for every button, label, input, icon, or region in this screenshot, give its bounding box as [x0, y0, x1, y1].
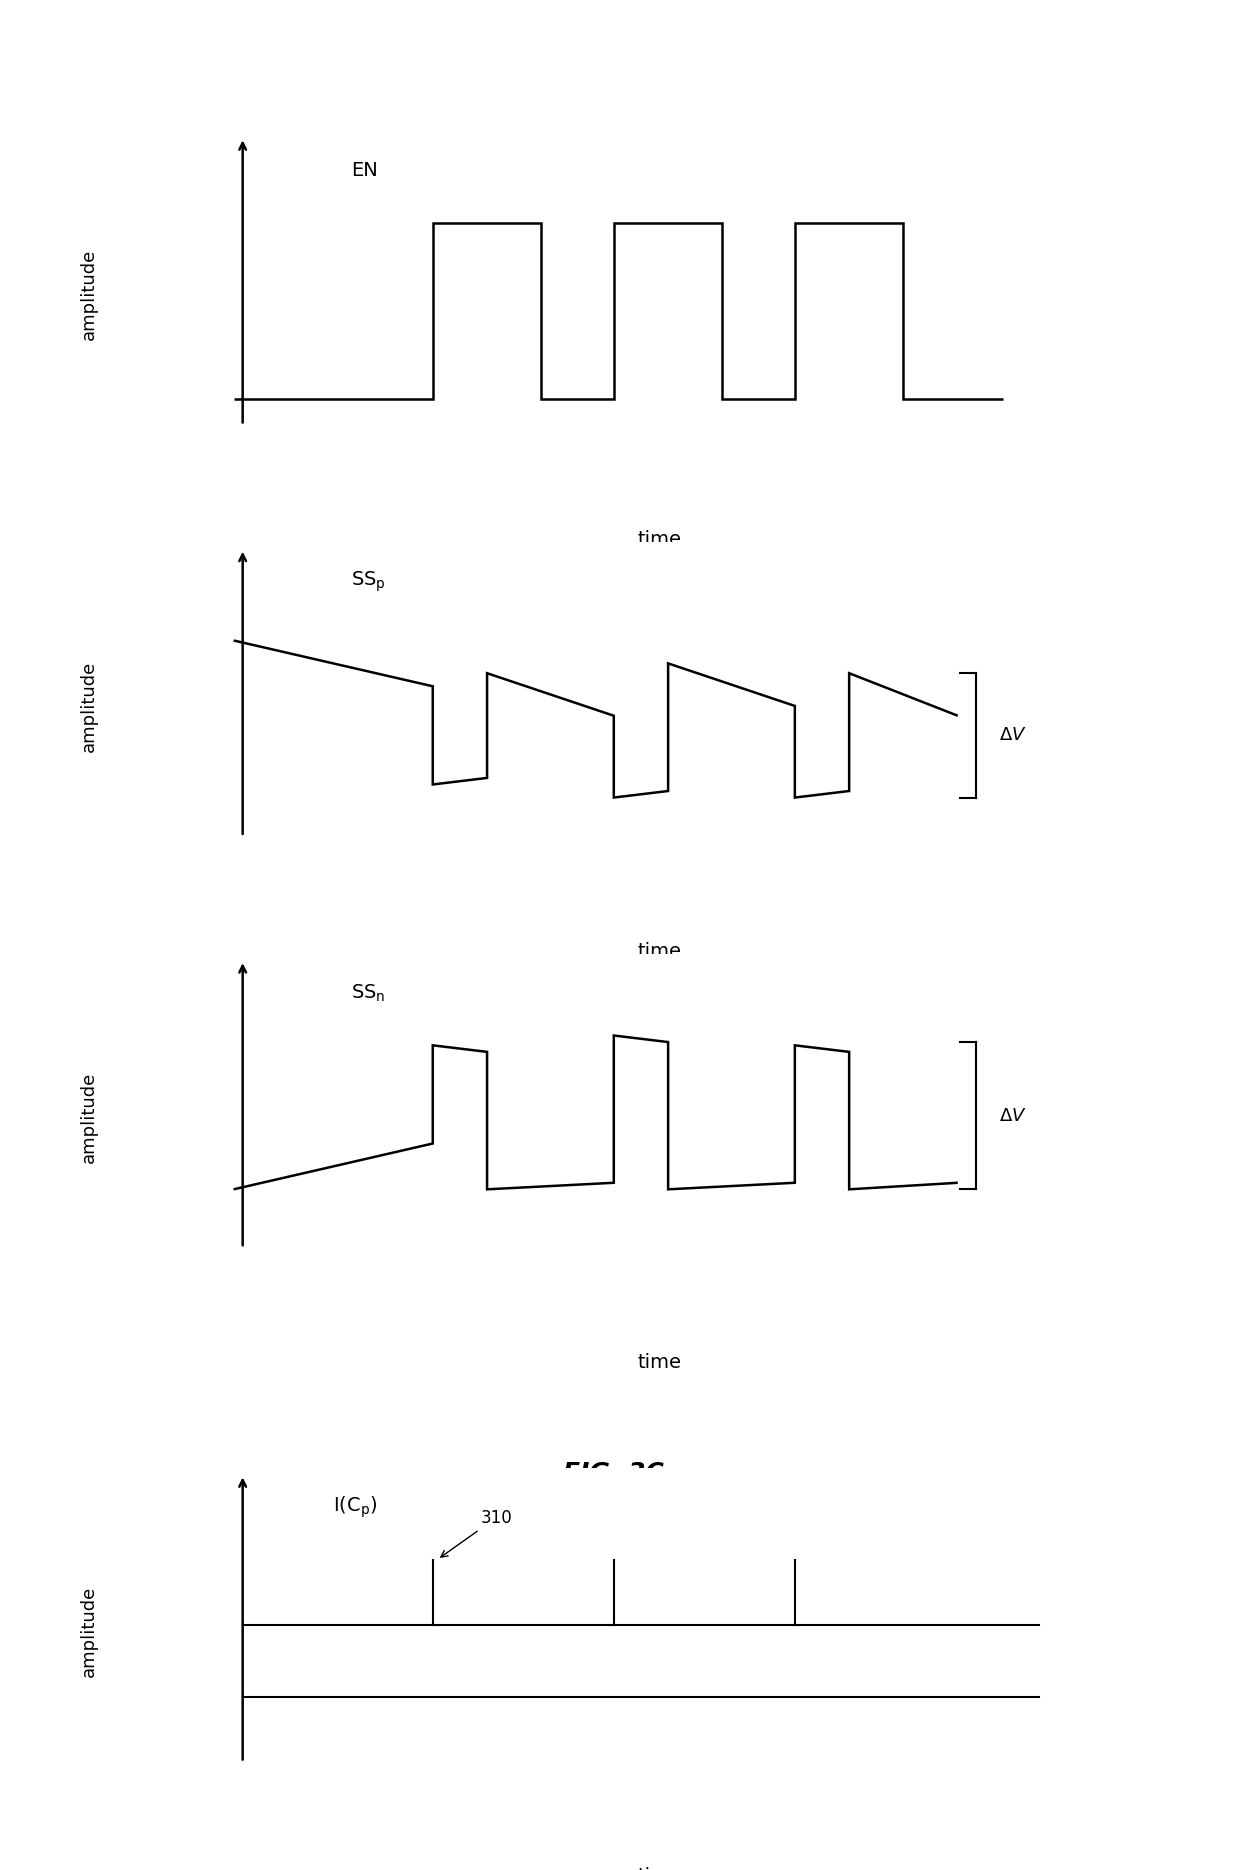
Text: amplitude: amplitude: [79, 1072, 98, 1163]
Text: $\mathrm{I(C_p)}$: $\mathrm{I(C_p)}$: [334, 1494, 377, 1520]
Text: amplitude: amplitude: [79, 249, 98, 340]
Text: FIG. 3B: FIG. 3B: [563, 1049, 665, 1073]
Text: $\Delta V$: $\Delta V$: [998, 1107, 1027, 1124]
Text: amplitude: amplitude: [79, 660, 98, 752]
Text: amplitude: amplitude: [79, 1586, 98, 1677]
Text: time: time: [637, 1866, 681, 1870]
Text: EN: EN: [351, 161, 378, 180]
Text: time: time: [637, 531, 681, 550]
Text: $\Delta V$: $\Delta V$: [998, 726, 1027, 744]
Text: FIG. 3A: FIG. 3A: [563, 638, 665, 662]
Text: time: time: [637, 1354, 681, 1373]
Text: $\mathrm{SS_p}$: $\mathrm{SS_p}$: [351, 568, 386, 595]
Text: $\mathrm{SS_n}$: $\mathrm{SS_n}$: [351, 982, 386, 1004]
Text: 310: 310: [440, 1509, 512, 1558]
Text: time: time: [637, 941, 681, 961]
Text: FIG. 3C: FIG. 3C: [563, 1460, 665, 1485]
